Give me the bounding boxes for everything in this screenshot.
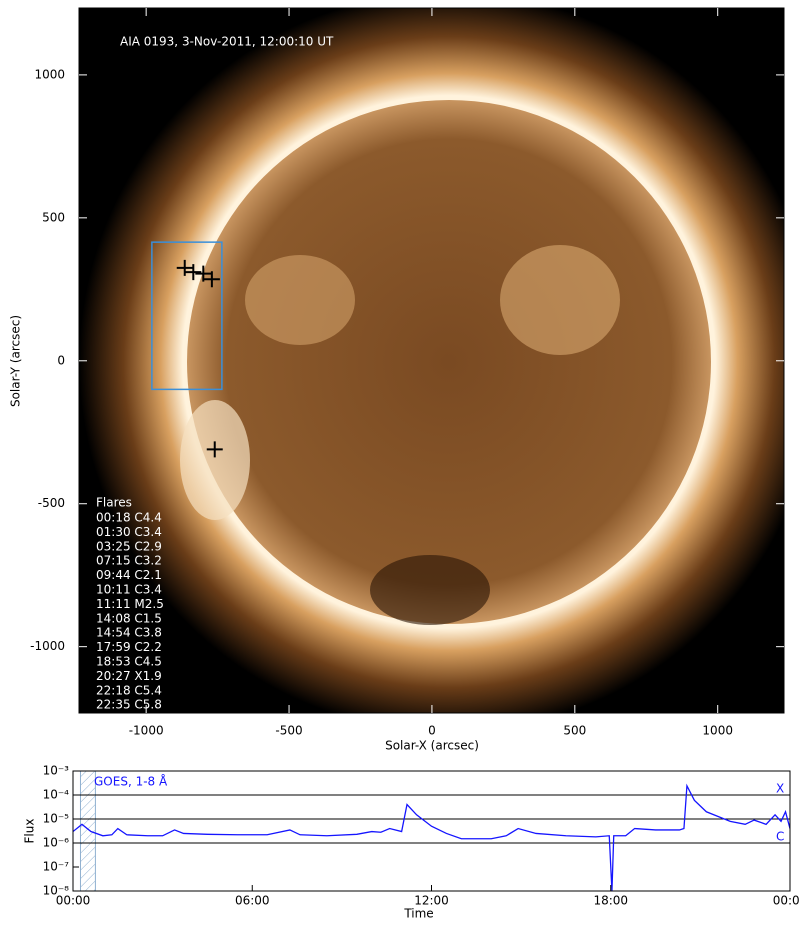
y-tick-label: 1000 xyxy=(34,67,65,81)
image-annotation: AIA 0193, 3-Nov-2011, 12:00:10 UT xyxy=(120,35,334,49)
x-tick-label: -1000 xyxy=(129,724,164,738)
flare-entry: 18:53 C4.5 xyxy=(96,655,162,669)
flare-entry: 14:08 C1.5 xyxy=(96,611,162,625)
flare-marker xyxy=(203,271,220,288)
x-axis-label: Time xyxy=(403,907,433,921)
flare-entry: 11:11 M2.5 xyxy=(96,597,164,611)
x-tick-label: 00:00 xyxy=(56,894,91,908)
flare-marker xyxy=(176,259,193,276)
flare-marker xyxy=(195,265,212,282)
y-tick-label: -500 xyxy=(38,496,65,510)
y-tick-label: 500 xyxy=(42,210,65,224)
class-label: C xyxy=(776,830,784,844)
flare-entry: 22:35 C5.8 xyxy=(96,698,162,712)
flux-line xyxy=(73,783,790,891)
flare-entry: 10:11 C3.4 xyxy=(96,583,162,597)
flare-entry: 09:44 C2.1 xyxy=(96,568,162,582)
flare-entry: 14:54 C3.8 xyxy=(96,626,162,640)
active-region xyxy=(500,245,620,355)
x-tick-label: 12:00 xyxy=(414,894,449,908)
flare-entry: 03:25 C2.9 xyxy=(96,539,162,553)
y-tick-label: 10⁻⁸ xyxy=(43,884,70,898)
y-tick-label: 0 xyxy=(57,353,65,367)
x-tick-label: 00:00 xyxy=(773,894,799,908)
y-tick-label: 10⁻⁶ xyxy=(43,836,70,850)
x-tick-label: 18:00 xyxy=(593,894,628,908)
solar-disk xyxy=(187,100,711,624)
y-tick-label: 10⁻³ xyxy=(43,764,70,778)
y-axis-label: Flux xyxy=(23,819,37,844)
flare-entry: 07:15 C3.2 xyxy=(96,554,162,568)
x-tick-label: 0 xyxy=(428,724,436,738)
y-tick-label: -1000 xyxy=(30,639,65,653)
y-tick-label: 10⁻⁵ xyxy=(43,812,70,826)
x-axis-label: Solar-X (arcsec) xyxy=(385,739,479,753)
x-tick-label: 500 xyxy=(563,724,586,738)
flare-entry: 17:59 C2.2 xyxy=(96,640,162,654)
flares-title: Flares xyxy=(96,496,132,510)
active-region xyxy=(245,255,355,345)
active-region xyxy=(180,400,250,520)
x-tick-label: -500 xyxy=(275,724,302,738)
legend-entry: GOES, 1-8 Å xyxy=(94,774,168,789)
flare-entry: 00:18 C4.4 xyxy=(96,511,162,525)
region-box xyxy=(151,241,223,391)
y-axis-label: Solar-Y (arcsec) xyxy=(9,315,23,407)
x-tick-label: 06:00 xyxy=(235,894,270,908)
flare-marker xyxy=(206,441,223,458)
class-label: X xyxy=(776,782,784,796)
x-tick-label: 1000 xyxy=(702,724,733,738)
flare-marker xyxy=(185,264,202,281)
flare-entry: 20:27 X1.9 xyxy=(96,669,162,683)
y-tick-label: 10⁻⁷ xyxy=(43,860,70,874)
time-span xyxy=(79,771,96,891)
flare-entry: 22:18 C5.4 xyxy=(96,683,162,697)
y-tick-label: 10⁻⁴ xyxy=(43,788,70,802)
plot-frame xyxy=(72,770,791,892)
coronal-hole xyxy=(370,555,490,625)
flare-entry: 01:30 C3.4 xyxy=(96,525,162,539)
goes-panel: Time Flux 00:0006:0012:0018:0000:0010⁻⁸1… xyxy=(23,764,799,921)
